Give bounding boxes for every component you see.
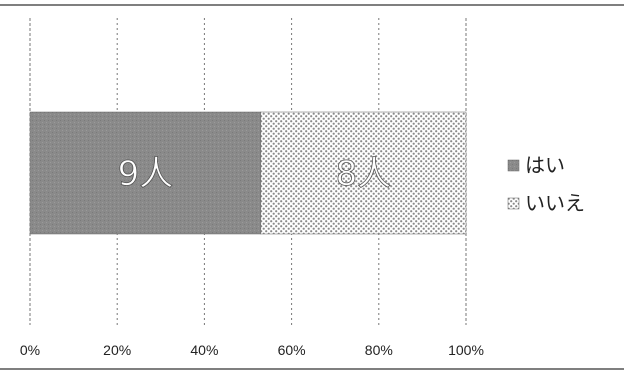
legend-label-no: いいえ bbox=[525, 191, 585, 215]
x-tick-label: 20% bbox=[103, 342, 131, 358]
x-tick-label: 60% bbox=[278, 342, 306, 358]
data-label-yes: 9人 bbox=[118, 154, 174, 194]
x-tick-label: 80% bbox=[365, 342, 393, 358]
x-tick-label: 40% bbox=[190, 342, 218, 358]
gridlines bbox=[29, 18, 467, 325]
x-axis-ticks: 0% 20% 40% 60% 80% 100% bbox=[20, 342, 484, 358]
bar-segment-no bbox=[260, 111, 467, 235]
x-tick-label: 0% bbox=[20, 342, 40, 358]
legend-swatch-yes bbox=[507, 159, 520, 172]
bars: 9人 8人 bbox=[29, 111, 467, 235]
x-tick-label: 100% bbox=[448, 342, 484, 358]
data-label-no: 8人 bbox=[336, 154, 392, 194]
legend-swatch-no bbox=[507, 197, 520, 210]
bar-segment-yes bbox=[29, 111, 262, 235]
legend-label-yes: はい bbox=[525, 153, 565, 177]
